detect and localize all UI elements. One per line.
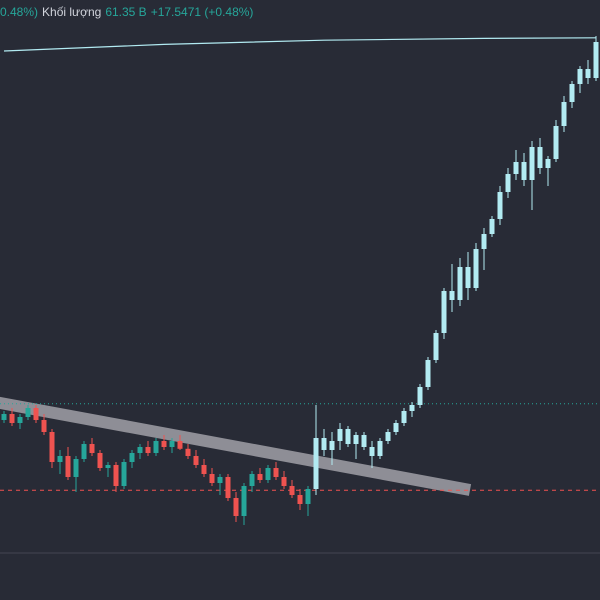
candle-body	[553, 126, 559, 159]
candle-body	[521, 162, 527, 180]
candle-body	[57, 456, 63, 462]
legend-header: 0.48%) Khối lượng 61.35 B +17.5471 (+0.48%)	[0, 5, 253, 19]
header-item: 0.48%)	[0, 5, 38, 19]
candle-body	[377, 441, 383, 456]
candle-body	[185, 448, 191, 456]
candle-body	[289, 486, 295, 495]
candle-body	[537, 147, 543, 168]
candle-body	[25, 408, 31, 417]
candle-body	[161, 441, 167, 447]
candle-body	[9, 414, 15, 423]
candle-body	[169, 441, 175, 447]
candle-body	[481, 234, 487, 249]
candle-body	[393, 423, 399, 432]
candle-body	[529, 147, 535, 180]
candle-body	[177, 441, 183, 449]
candle-body	[105, 465, 111, 468]
candle-body	[593, 42, 599, 78]
candle-body	[281, 477, 287, 486]
candle-body	[73, 459, 79, 477]
candle-body	[209, 474, 215, 483]
candle-body	[401, 411, 407, 423]
candle-body	[569, 84, 575, 102]
candle-body	[369, 447, 375, 456]
candle-body	[337, 429, 343, 441]
candle-body	[321, 438, 327, 450]
candle-body	[329, 441, 335, 450]
candle-body	[265, 468, 271, 480]
candle-body	[417, 387, 423, 405]
candle-body	[385, 432, 391, 441]
candle-body	[129, 453, 135, 462]
candle-body	[361, 435, 367, 447]
candle-body	[249, 474, 255, 486]
candle-body	[425, 360, 431, 387]
candle-body	[297, 495, 303, 504]
candle-body	[97, 453, 103, 468]
ma-line	[3, 37, 597, 52]
candle-body	[113, 465, 119, 486]
candle-body	[201, 465, 207, 474]
candle-body	[441, 291, 447, 333]
candle-body	[137, 447, 143, 453]
candle-body	[345, 429, 351, 444]
candle-body	[89, 444, 95, 453]
candle-body	[273, 468, 279, 477]
candle-body	[577, 69, 583, 84]
candle-body	[473, 249, 479, 288]
candle-body	[65, 456, 71, 477]
candle-body	[353, 435, 359, 444]
candle-body	[433, 333, 439, 360]
candle-body	[17, 417, 23, 423]
candle-body	[1, 414, 7, 420]
candle-body	[465, 267, 471, 288]
candle-body	[41, 420, 47, 432]
candle-body	[505, 174, 511, 192]
candle-body	[217, 477, 223, 483]
candle-body	[49, 432, 55, 462]
candle-body	[497, 192, 503, 219]
header-item: +17.5471 (+0.48%)	[151, 5, 254, 19]
candle-body	[145, 447, 151, 453]
header-item: Khối lượng	[42, 5, 101, 19]
candle-body	[305, 489, 311, 504]
candle-body	[561, 102, 567, 126]
candle-body	[513, 162, 519, 174]
candle-body	[409, 405, 415, 411]
candle-body	[313, 438, 319, 489]
candle-body	[585, 69, 591, 78]
candle-body	[81, 444, 87, 459]
header-item: 61.35 B	[105, 5, 146, 19]
candle-body	[225, 477, 231, 498]
marks	[0, 36, 600, 525]
candle-body	[449, 291, 455, 300]
candle-body	[233, 498, 239, 516]
candle-body	[241, 486, 247, 516]
trend-line	[0, 396, 472, 496]
candle-body	[33, 408, 39, 420]
candle-body	[257, 474, 263, 480]
candle-body	[489, 219, 495, 234]
candle-body	[153, 441, 159, 453]
candle-body	[193, 456, 199, 465]
candle-body	[457, 267, 463, 300]
candle-body	[545, 159, 551, 168]
candle-body	[121, 462, 127, 486]
